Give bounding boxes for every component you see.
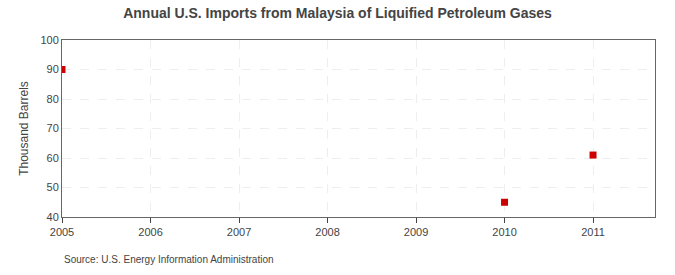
svg-text:2010: 2010: [492, 226, 516, 238]
svg-text:40: 40: [47, 211, 59, 223]
svg-text:2005: 2005: [50, 226, 74, 238]
svg-text:70: 70: [47, 122, 59, 134]
svg-text:60: 60: [47, 152, 59, 164]
svg-text:2009: 2009: [404, 226, 428, 238]
svg-text:90: 90: [47, 63, 59, 75]
svg-text:100: 100: [40, 34, 58, 46]
svg-text:Annual U.S. Imports from Malay: Annual U.S. Imports from Malaysia of Liq…: [123, 5, 552, 21]
svg-text:2006: 2006: [138, 226, 162, 238]
svg-text:50: 50: [47, 181, 59, 193]
svg-text:80: 80: [47, 93, 59, 105]
svg-text:Thousand Barrels: Thousand Barrels: [17, 81, 31, 176]
svg-text:2007: 2007: [227, 226, 251, 238]
svg-text:Source: U.S. Energy Informatio: Source: U.S. Energy Information Administ…: [64, 254, 274, 265]
svg-text:2008: 2008: [315, 226, 339, 238]
svg-text:2011: 2011: [581, 226, 605, 238]
